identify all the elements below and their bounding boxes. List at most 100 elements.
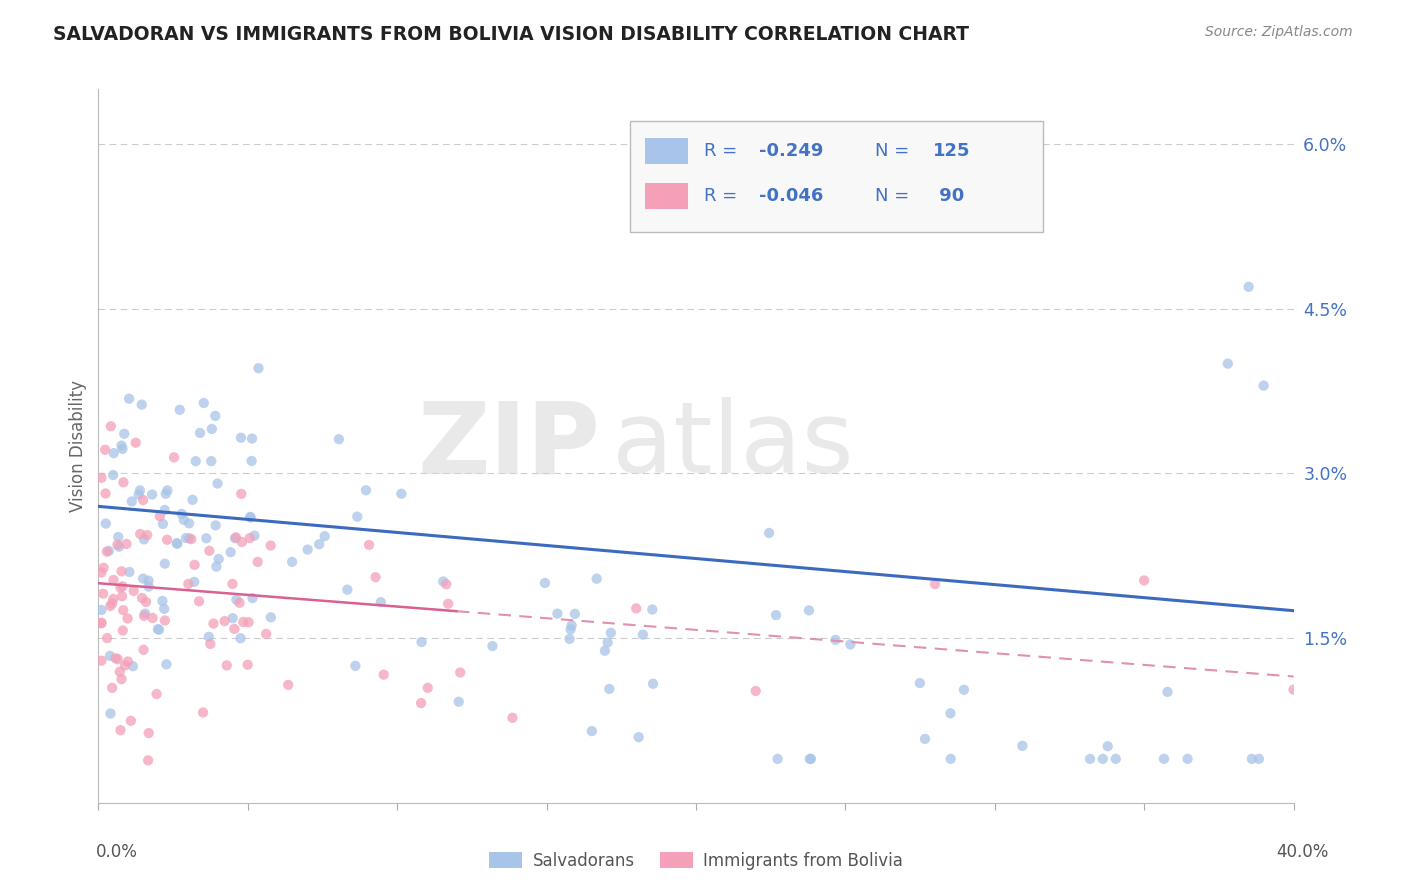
Point — [1105, 752, 1128, 766]
Point — [225, 592, 247, 607]
Point — [90, 616, 112, 631]
Point — [98, 599, 121, 613]
Point — [599, 625, 621, 640]
FancyBboxPatch shape — [630, 121, 1043, 232]
Point — [138, 580, 160, 594]
Text: 40.0%: 40.0% — [1277, 843, 1329, 861]
Point — [596, 635, 619, 649]
Point — [112, 475, 135, 490]
Point — [239, 510, 262, 524]
Point — [138, 574, 160, 588]
Point — [121, 494, 143, 508]
Point — [191, 706, 214, 720]
Point — [169, 402, 191, 417]
Point — [136, 753, 159, 767]
Point — [153, 602, 176, 616]
Point — [153, 557, 176, 571]
Point — [188, 594, 211, 608]
Point — [174, 531, 197, 545]
Point — [281, 555, 304, 569]
Point — [1240, 752, 1263, 766]
Point — [117, 611, 139, 625]
Point — [155, 657, 177, 672]
Point — [138, 726, 160, 740]
Point — [173, 513, 195, 527]
Point — [148, 623, 170, 637]
Point — [195, 531, 218, 545]
Point — [118, 565, 141, 579]
Point — [110, 723, 132, 738]
Point — [131, 398, 153, 412]
Point — [181, 492, 204, 507]
Point — [170, 507, 193, 521]
Point — [236, 657, 259, 672]
Point — [146, 622, 169, 636]
Point — [1237, 280, 1260, 294]
Point — [481, 639, 503, 653]
Point — [122, 583, 145, 598]
Point — [432, 574, 454, 589]
Point — [94, 442, 117, 457]
Point — [129, 483, 152, 498]
Point — [447, 695, 470, 709]
Point — [409, 696, 432, 710]
Point — [94, 516, 117, 531]
Point — [247, 361, 270, 376]
Point — [1177, 752, 1199, 766]
Point — [242, 591, 264, 605]
Point — [108, 540, 131, 554]
Point — [631, 627, 654, 641]
Point — [103, 591, 125, 606]
Point — [125, 435, 148, 450]
Point — [765, 608, 787, 623]
Point — [155, 487, 177, 501]
Point — [800, 752, 823, 766]
Point — [449, 665, 471, 680]
Point — [239, 531, 262, 545]
Point — [111, 624, 134, 638]
Point — [208, 552, 231, 566]
Point — [129, 527, 152, 541]
Point — [225, 530, 247, 544]
Point — [112, 603, 135, 617]
Point — [745, 684, 768, 698]
Text: atlas: atlas — [613, 398, 853, 494]
Point — [96, 544, 118, 558]
Point — [229, 431, 252, 445]
Point — [824, 632, 846, 647]
Point — [924, 577, 946, 591]
Point — [152, 594, 174, 608]
Point — [103, 446, 125, 460]
Point — [411, 635, 433, 649]
Point — [156, 483, 179, 498]
Point — [200, 454, 222, 468]
Point — [115, 537, 138, 551]
Point — [198, 630, 221, 644]
Text: 90: 90 — [932, 187, 965, 205]
Point — [297, 542, 319, 557]
Point — [370, 595, 392, 609]
Point — [564, 607, 586, 621]
Point — [198, 543, 221, 558]
Point — [1091, 752, 1114, 766]
Text: R =: R = — [704, 187, 744, 205]
Point — [598, 681, 620, 696]
Point — [534, 576, 557, 591]
Point — [561, 618, 583, 632]
Point — [238, 615, 260, 630]
Text: SALVADORAN VS IMMIGRANTS FROM BOLIVIA VISION DISABILITY CORRELATION CHART: SALVADORAN VS IMMIGRANTS FROM BOLIVIA VI… — [53, 25, 969, 44]
Point — [308, 537, 330, 551]
Point — [193, 396, 215, 410]
Text: 125: 125 — [932, 143, 970, 161]
Point — [180, 532, 202, 546]
Point — [939, 706, 962, 721]
Point — [118, 392, 141, 406]
Point — [1247, 752, 1270, 766]
Point — [231, 535, 253, 549]
Point — [344, 658, 367, 673]
Point — [207, 476, 229, 491]
Point — [107, 538, 129, 552]
Point — [314, 529, 336, 543]
Point — [110, 439, 132, 453]
Point — [163, 450, 186, 465]
